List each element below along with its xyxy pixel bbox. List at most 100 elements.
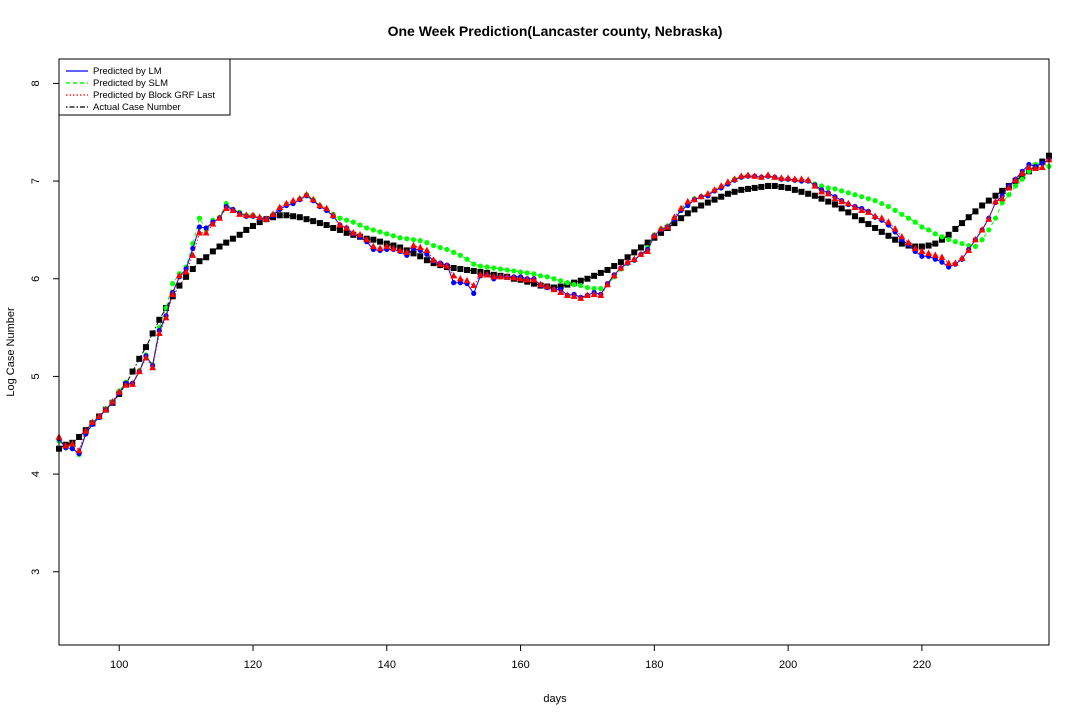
data-point [464, 256, 470, 262]
data-point [637, 250, 645, 257]
data-point [62, 441, 70, 449]
data-point [925, 242, 932, 249]
data-point [865, 196, 871, 202]
data-point [771, 173, 779, 180]
data-point [538, 273, 544, 279]
data-point [737, 172, 745, 179]
data-point [758, 183, 765, 190]
x-tick-label: 180 [645, 659, 663, 671]
data-point [604, 280, 611, 288]
data-point [229, 235, 236, 242]
data-point [598, 285, 604, 292]
data-point [470, 281, 478, 289]
data-point [992, 192, 999, 199]
data-point [423, 246, 431, 254]
data-point [550, 285, 558, 293]
data-point [336, 221, 344, 228]
data-point [791, 186, 798, 193]
data-point [183, 273, 190, 280]
data-point [376, 244, 384, 252]
data-point [1032, 164, 1040, 171]
data-point [878, 214, 886, 221]
data-point [711, 196, 718, 203]
series-2 [55, 155, 1053, 454]
data-point [510, 273, 518, 281]
data-point [610, 272, 618, 279]
data-point [992, 215, 999, 221]
data-point [477, 271, 484, 278]
data-point [142, 344, 149, 351]
data-point [785, 184, 792, 191]
data-point [517, 274, 524, 282]
data-point [871, 212, 879, 219]
x-axis-label: days [543, 693, 567, 705]
data-point [624, 254, 631, 261]
data-point [852, 213, 859, 220]
data-point [637, 244, 644, 251]
data-point [377, 238, 384, 245]
data-point [223, 239, 230, 246]
data-point [403, 248, 411, 255]
data-point [811, 192, 818, 199]
data-point [384, 231, 390, 237]
data-point [369, 242, 377, 250]
data-point [952, 225, 959, 232]
data-point [283, 199, 290, 207]
data-point [764, 171, 772, 178]
data-point [269, 210, 277, 217]
data-point [684, 197, 692, 205]
data-point [531, 271, 537, 277]
data-point [196, 215, 203, 221]
data-point [356, 231, 364, 238]
data-point [644, 239, 651, 246]
x-tick-label: 200 [779, 659, 797, 671]
data-point [985, 215, 993, 222]
data-point [209, 220, 217, 227]
data-point [724, 190, 731, 197]
data-point [898, 240, 905, 247]
data-point [611, 263, 618, 270]
data-point [872, 198, 878, 204]
data-point [109, 398, 116, 405]
data-point [544, 274, 550, 280]
data-point [276, 212, 283, 219]
data-point [1019, 173, 1026, 180]
series-line [58, 159, 1050, 455]
data-point [859, 194, 865, 200]
data-point [95, 412, 103, 420]
data-point [891, 225, 899, 232]
data-point [952, 239, 958, 245]
data-point [724, 178, 732, 185]
data-point [985, 197, 992, 204]
data-point [503, 272, 511, 280]
data-point [570, 292, 578, 299]
y-tick-label: 6 [30, 276, 42, 282]
data-point [236, 231, 243, 238]
data-point [778, 183, 785, 190]
data-point [557, 288, 565, 296]
data-point [931, 251, 939, 258]
data-point [939, 234, 945, 240]
data-point [959, 240, 965, 247]
data-point [397, 235, 403, 241]
data-point [918, 247, 926, 255]
data-point [999, 187, 1006, 194]
data-point [932, 240, 939, 247]
plot-frame [58, 58, 1050, 646]
data-point [938, 253, 946, 260]
data-point [571, 282, 577, 288]
data-point [551, 276, 557, 282]
data-point [229, 206, 237, 213]
axes-layer: 100 120 140 160 180 200 220 3 4 5 6 7 8 [30, 80, 931, 671]
data-point [658, 229, 665, 236]
data-point [650, 231, 658, 239]
data-point [276, 203, 284, 211]
x-tick-label: 100 [110, 659, 128, 671]
data-point [965, 214, 972, 221]
data-point [162, 314, 170, 321]
data-point [584, 275, 591, 282]
data-point [156, 316, 163, 323]
data-point [824, 189, 832, 197]
data-point [256, 213, 264, 220]
data-point [704, 189, 712, 197]
